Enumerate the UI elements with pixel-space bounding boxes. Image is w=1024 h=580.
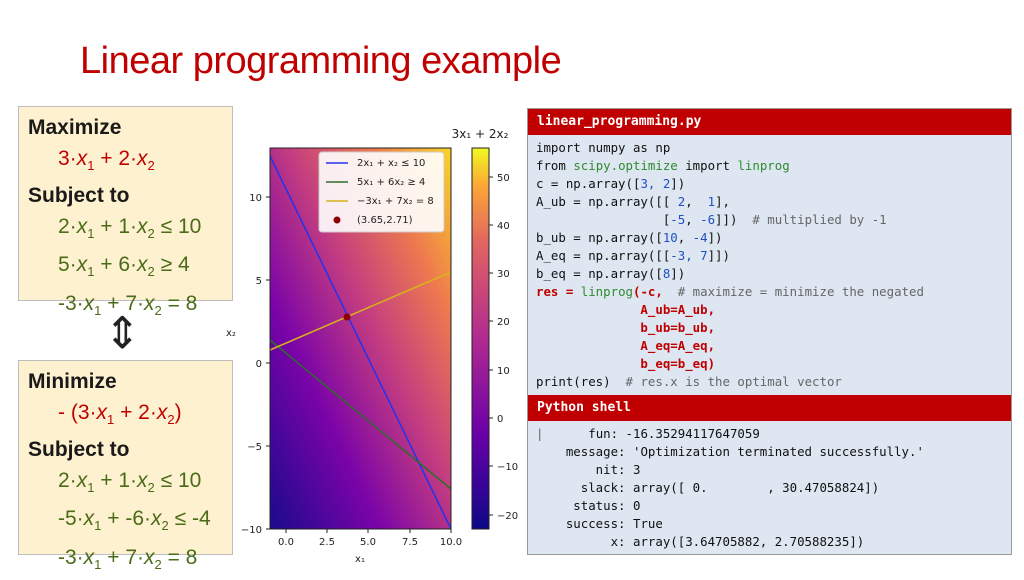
subject-to-heading: Subject to bbox=[28, 184, 130, 208]
page-title: Linear programming example bbox=[80, 40, 562, 82]
subject-to-heading: Subject to bbox=[28, 438, 130, 462]
maximize-objective: 3·x1 + 2·x2 bbox=[58, 147, 155, 174]
maximize-problem-box: Maximize 3·x1 + 2·x2 Subject to 2·x1 + 1… bbox=[18, 106, 233, 318]
colorbar-tick-label: 20 bbox=[497, 317, 510, 328]
y-axis-label: x₂ bbox=[226, 328, 236, 339]
python-shell-output[interactable]: | fun: -16.35294117647059 message: 'Opti… bbox=[536, 426, 924, 549]
x-tick-label: 10.0 bbox=[440, 537, 462, 548]
constraint-2: -5·x1 + -6·x2 ≤ -4 bbox=[58, 507, 211, 534]
green-constraint-line bbox=[270, 339, 451, 490]
legend-label: 5x₁ + 6x₂ ≥ 4 bbox=[357, 177, 425, 188]
colorbar-tick-label: 10 bbox=[497, 366, 510, 377]
shell-message: message: 'Optimization terminated succes… bbox=[565, 444, 924, 459]
x-axis-label: x₁ bbox=[355, 554, 365, 565]
y-axis-ticks: 10 5 0 −5 −10 bbox=[241, 193, 270, 536]
y-tick-label: 0 bbox=[256, 359, 262, 370]
shell-nit: nit: 3 bbox=[565, 462, 641, 477]
shell-fun: fun: -16.35294117647059 bbox=[565, 426, 760, 441]
colorbar-tick-label: −10 bbox=[497, 462, 518, 473]
code-panel: linear_programming.py import numpy as np… bbox=[527, 108, 1012, 555]
constraint-2: 5·x1 + 6·x2 ≥ 4 bbox=[58, 253, 190, 280]
optimal-point bbox=[343, 313, 351, 321]
colorbar-title: 3x₁ + 2x₂ bbox=[452, 127, 509, 141]
colorbar-tick-label: −20 bbox=[497, 511, 518, 522]
shell-x: x: array([3.64705882, 2.70588235]) bbox=[565, 534, 865, 549]
x-tick-label: 2.5 bbox=[319, 537, 335, 548]
python-shell-tab[interactable]: Python shell bbox=[528, 395, 1011, 421]
shell-success: success: True bbox=[565, 516, 663, 531]
minimize-problem-box: Minimize - (3·x1 + 2·x2) Subject to 2·x1… bbox=[18, 360, 233, 572]
x-tick-label: 0.0 bbox=[278, 537, 294, 548]
constraint-1: 2·x1 + 1·x2 ≤ 10 bbox=[58, 215, 202, 242]
colorbar bbox=[471, 147, 490, 530]
code-editor[interactable]: import numpy as np from scipy.optimize i… bbox=[536, 140, 924, 389]
y-tick-label: −5 bbox=[247, 442, 262, 453]
y-tick-label: −10 bbox=[241, 525, 262, 536]
x-tick-label: 7.5 bbox=[402, 537, 418, 548]
colorbar-ticks: 50 40 30 20 10 0 −10 −20 bbox=[489, 173, 518, 522]
legend-label: −3x₁ + 7x₂ = 8 bbox=[357, 196, 434, 207]
yellow-constraint-line bbox=[270, 271, 451, 351]
minimize-objective: - (3·x1 + 2·x2) bbox=[58, 401, 182, 428]
code-file-tab[interactable]: linear_programming.py bbox=[528, 109, 1011, 135]
feasible-region-plot: 2x₁ + x₂ ≤ 10 5x₁ + 6x₂ ≥ 4 −3x₁ + 7x₂ =… bbox=[226, 127, 518, 565]
x-axis-ticks: 0.0 2.5 5.0 7.5 10.0 bbox=[278, 529, 462, 548]
plot-legend: 2x₁ + x₂ ≤ 10 5x₁ + 6x₂ ≥ 4 −3x₁ + 7x₂ =… bbox=[318, 151, 445, 233]
minimize-heading: Minimize bbox=[28, 370, 117, 393]
y-tick-label: 10 bbox=[249, 193, 262, 204]
colorbar-tick-label: 50 bbox=[497, 173, 510, 184]
colorbar-tick-label: 30 bbox=[497, 269, 510, 280]
equivalence-arrow-icon: ⇕ bbox=[104, 308, 141, 359]
constraint-3: -3·x1 + 7·x2 = 8 bbox=[58, 291, 198, 318]
maximize-heading: Maximize bbox=[28, 116, 122, 139]
constraint-3: -3·x1 + 7·x2 = 8 bbox=[58, 545, 198, 572]
constraint-1: 2·x1 + 1·x2 ≤ 10 bbox=[58, 469, 202, 496]
legend-label: 2x₁ + x₂ ≤ 10 bbox=[357, 158, 425, 169]
legend-label: (3.65,2.71) bbox=[357, 215, 413, 226]
y-tick-label: 5 bbox=[256, 276, 262, 287]
x-tick-label: 5.0 bbox=[360, 537, 376, 548]
blue-constraint-line bbox=[270, 155, 451, 529]
colorbar-tick-label: 40 bbox=[497, 221, 510, 232]
shell-status: status: 0 bbox=[565, 498, 641, 513]
shell-slack: slack: array([ 0. , 30.47058824]) bbox=[565, 480, 880, 495]
colorbar-tick-label: 0 bbox=[497, 414, 503, 425]
